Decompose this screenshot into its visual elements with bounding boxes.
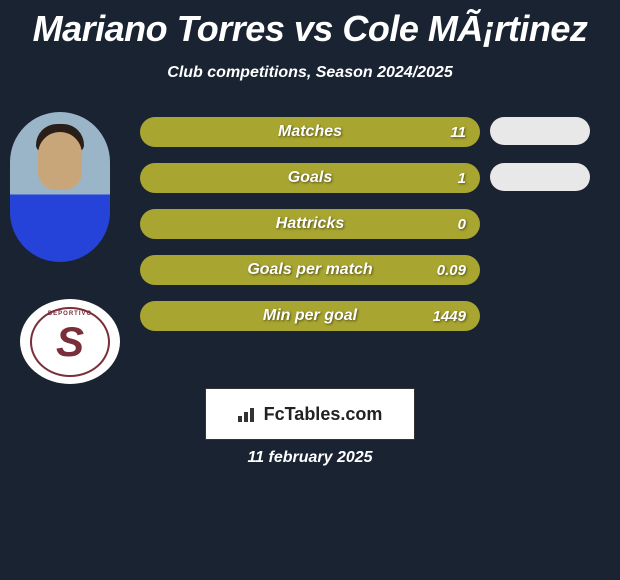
stat-label: Matches: [278, 123, 342, 141]
club-logo-ring-text: DEPORTIVO: [48, 311, 92, 317]
stat-row-goals: Goals 1: [140, 163, 480, 193]
club-logo-letter: S: [56, 318, 84, 366]
season-subtitle: Club competitions, Season 2024/2025: [0, 64, 620, 82]
stat-value: 0.09: [437, 262, 466, 279]
stat-row-matches: Matches 11: [140, 117, 480, 147]
stats-content: DEPORTIVO S Matches 11 Goals 1 Hattricks…: [0, 117, 620, 331]
stat-row-gpm: Goals per match 0.09: [140, 255, 480, 285]
stat-label: Goals: [288, 169, 332, 187]
stat-value: 1449: [433, 308, 466, 325]
club-logo: DEPORTIVO S: [20, 299, 120, 384]
stat-rows: Matches 11 Goals 1 Hattricks 0 Goals per…: [140, 117, 480, 331]
opponent-pill-matches: [490, 117, 590, 145]
avatar-head: [38, 132, 82, 190]
stat-value: 1: [458, 170, 466, 187]
stat-label: Min per goal: [263, 307, 357, 325]
brand-badge: FcTables.com: [205, 388, 415, 440]
bar-chart-icon: [238, 406, 260, 422]
stat-value: 0: [458, 216, 466, 233]
stat-value: 11: [450, 124, 466, 141]
footer-date: 11 february 2025: [247, 449, 372, 467]
opponent-pill-goals: [490, 163, 590, 191]
stat-row-mpg: Min per goal 1449: [140, 301, 480, 331]
club-logo-ring: DEPORTIVO S: [30, 307, 110, 377]
player-avatar: [10, 112, 110, 262]
comparison-title: Mariano Torres vs Cole MÃ¡rtinez: [0, 0, 620, 50]
stat-row-hattricks: Hattricks 0: [140, 209, 480, 239]
stat-label: Goals per match: [247, 261, 372, 279]
stat-label: Hattricks: [276, 215, 344, 233]
brand-text: FcTables.com: [264, 404, 383, 425]
